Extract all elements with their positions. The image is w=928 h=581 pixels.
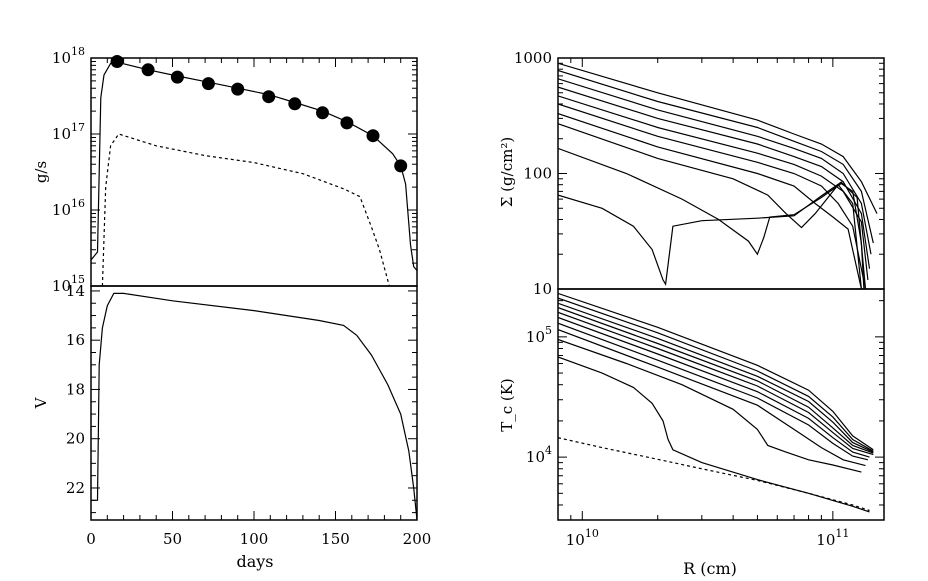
panel-v-magnitude-frame: [90, 285, 418, 521]
x-tick-label: 1010: [566, 527, 599, 549]
panel-central-temperature-plot: [558, 292, 874, 513]
series-sigma-10: [558, 181, 867, 289]
series-tc-8: [558, 329, 866, 467]
series-sigma-6: [558, 103, 867, 289]
series-sigma-1: [558, 62, 878, 214]
series-sigma-9: [558, 147, 865, 289]
panel-accretion-rate-frame: [90, 57, 418, 287]
y-tick-label: 14: [66, 282, 85, 300]
data-point-10: [394, 159, 408, 173]
x-tick-label: 50: [163, 530, 182, 548]
x-tick-label: 0: [86, 530, 96, 548]
data-point-0: [110, 55, 124, 68]
y-tick-label: 16: [66, 331, 85, 349]
series-second-curve: [101, 133, 390, 286]
data-point-6: [288, 97, 302, 111]
panel-surface-density: 10 100 1000 Σ (g/cm²): [498, 49, 885, 298]
data-point-5: [262, 90, 276, 104]
series-tc-1: [558, 292, 874, 451]
panel-central-temperature-frame: [557, 288, 885, 521]
series-sigma-8: [558, 123, 862, 289]
panel-accretion-rate-plot: [91, 55, 417, 286]
series-sigma-4: [558, 86, 871, 269]
y-tick-label: 105: [526, 324, 552, 346]
y-tick-label: 20: [66, 430, 85, 448]
series-tc-10: [558, 356, 870, 513]
series-accretion-curve: [91, 61, 417, 271]
x-tick-label: 150: [321, 530, 350, 548]
x-axis-label-days: days: [236, 552, 273, 571]
series-tc-9: [558, 338, 862, 473]
panel-surface-density-plot: [558, 62, 878, 289]
y-tick-label: 18: [66, 380, 85, 398]
panel-v-magnitude-ticks: 14 16 18 20 22 0 50 100 150 200: [66, 282, 431, 548]
x-axis-label-radius: R (cm): [683, 559, 737, 578]
series-lightcurve: [91, 292, 417, 520]
y-axis-label-v: V: [32, 396, 50, 409]
y-tick-label: 1000: [514, 49, 552, 67]
series-tc-7: [558, 322, 869, 461]
data-point-4: [231, 82, 245, 96]
y-tick-label: 1017: [52, 121, 85, 143]
y-tick-label: 1016: [52, 197, 85, 219]
data-point-8: [340, 116, 354, 130]
panel-accretion-rate: 1015 1016 1017 1018 g/s: [32, 45, 418, 295]
data-point-9: [366, 129, 380, 143]
series-sigma-7: [558, 113, 862, 289]
y-tick-label: 100: [523, 165, 552, 183]
series-tc-4: [558, 307, 874, 454]
panel-central-temperature-ticks: 104 105 1010 1011: [526, 300, 884, 549]
series-sigma-3: [558, 78, 872, 255]
series-tc-2: [558, 297, 874, 452]
y-axis-label-accretion: g/s: [32, 161, 50, 183]
panel-central-temperature: 104 105 1010 1011 T_c (K) R (cm): [498, 288, 885, 578]
y-axis-label-sigma: Σ (g/cm²): [498, 137, 516, 207]
y-tick-label: 1018: [52, 45, 85, 67]
data-point-1: [141, 63, 155, 77]
series-tc-dashed: [558, 437, 870, 512]
y-tick-label: 1015: [52, 273, 85, 295]
series-sigma-2: [558, 69, 874, 244]
panel-surface-density-ticks: 10 100 1000: [514, 49, 884, 298]
panel-accretion-rate-ticks: 1015 1016 1017 1018: [52, 45, 418, 295]
panel-v-magnitude: 14 16 18 20 22 0 50 100 150 200 V days: [32, 282, 431, 571]
y-axis-label-tc: T_c (K): [498, 378, 516, 432]
y-tick-label: 10: [533, 280, 552, 298]
data-point-3: [201, 77, 215, 91]
y-tick-label: 104: [526, 444, 552, 466]
y-tick-label: 22: [66, 479, 85, 497]
panel-v-magnitude-plot: [91, 292, 417, 520]
data-point-7: [316, 106, 329, 120]
series-sigma-5: [558, 95, 869, 280]
series-tc-5: [558, 311, 874, 456]
x-tick-label: 200: [403, 530, 432, 548]
series-tc-6: [558, 316, 870, 458]
panel-surface-density-frame: [557, 57, 885, 290]
x-tick-label: 100: [240, 530, 269, 548]
data-point-2: [170, 70, 184, 84]
series-tc-3: [558, 302, 874, 453]
x-tick-label: 1011: [816, 527, 849, 549]
